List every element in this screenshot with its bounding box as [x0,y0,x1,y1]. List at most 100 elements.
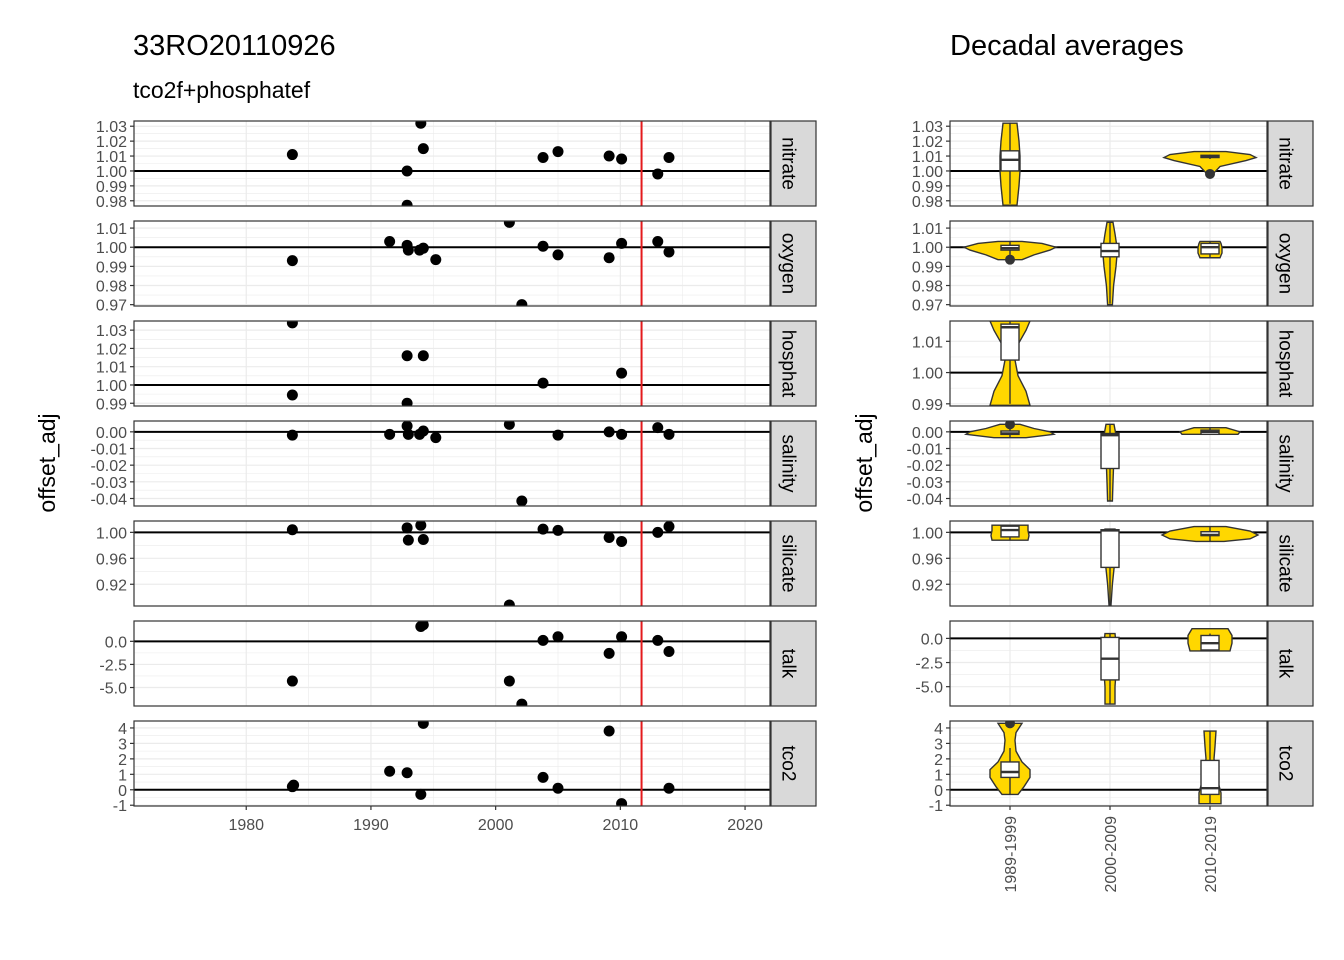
points-nitrate [286,121,675,206]
box-2010-2019 [1200,759,1220,796]
data-point [552,631,564,643]
data-point [616,367,628,379]
data-point [603,647,615,659]
y-tick-label: -0.01 [907,442,944,459]
data-point [663,521,675,533]
right-y-axis-label: offset_adj [851,413,877,512]
panel-border [133,120,771,207]
panel-border [133,620,771,707]
violins-oxygen [962,221,1223,306]
facet-strip-label-oxygen: oxygen [1274,233,1295,294]
facet-strip-label-oxygen: oxygen [777,233,798,294]
facet-strip-label-silicate: silicate [777,534,798,592]
violin-panel-oxygen: 0.97 0.98 0.99 1.00 1.01 oxygen [912,220,1314,315]
data-point [417,143,429,155]
chart-subtitle: tco2f+phosphatef [133,77,311,103]
data-point [616,631,628,643]
y-tick-label: 3 [118,736,127,753]
chart-title: 33RO20110926 [133,30,336,62]
data-point [537,152,549,164]
y-tick-label: 1.01 [912,221,943,238]
y-tick-label: -1 [929,798,943,815]
violins-nitrate [999,122,1258,206]
y-tick-label: 0.99 [912,259,943,276]
y-tick-label: 0.92 [96,577,127,594]
facet-strip-label-tco2: tco2 [777,746,798,782]
facet-strip-oxygen [770,220,817,307]
y-tick-label: 0.98 [96,194,127,211]
violins-talk [1100,628,1233,705]
y-tick-label: 1.00 [96,525,127,542]
category-label: 2000-2009 [1103,816,1120,893]
violin-panel-salinity: -0.04-0.03-0.02-0.010.00 salinity [907,420,1314,509]
y-tick-label: 1.00 [96,378,127,395]
y-tick-label: 0.96 [912,551,943,568]
data-point [663,645,675,657]
y-tick-label: 0.0 [921,631,943,648]
data-point [402,428,414,440]
facet-strip-label-salinity: salinity [1274,434,1295,493]
data-point [401,350,413,362]
points-silicate [286,521,675,606]
box-1989-1999 [1000,761,1020,779]
box-1989-1999 [1000,525,1020,538]
y-tick-label: -0.04 [907,492,944,509]
y-tick-label: -0.04 [91,492,128,509]
data-point [286,389,298,401]
panel-border [133,720,771,807]
data-point [663,152,675,164]
y-tick-label: -0.01 [91,442,128,459]
facet-strip-tco2 [770,720,817,807]
data-point [401,767,413,779]
data-point [516,299,528,306]
y-tick-label: 1 [934,767,943,784]
outlier-point [1005,254,1015,265]
data-point [402,244,414,256]
data-point [286,321,298,329]
y-tick-label: 1.02 [96,341,127,358]
data-point [537,240,549,252]
facet-panel-silicate: 0.92 0.96 1.00 silicate [96,520,817,607]
data-point [286,524,298,536]
facet-strip-phosphate [1267,320,1314,407]
data-point [384,428,396,440]
data-point [552,782,564,794]
data-point [616,153,628,165]
panel-border [133,320,771,407]
y-tick-label: 1.03 [96,119,127,136]
panel-border [133,220,771,307]
y-tick-label: 0.99 [912,397,943,414]
data-point [415,121,427,129]
y-tick-label: 0.0 [105,634,127,651]
y-tick-label: -0.03 [91,475,128,492]
data-point [516,698,528,706]
data-point [663,782,675,794]
y-tick-label: 1.01 [96,149,127,166]
y-tick-label: 1.00 [912,240,943,257]
facet-strip-talk [1267,620,1314,707]
data-point [402,534,414,546]
y-tick-label: 0.00 [912,425,943,442]
y-tick-label: 1.00 [96,240,127,257]
x-tick-label: 2010 [603,817,639,834]
y-tick-label: 1.03 [96,323,127,340]
data-point [286,149,298,161]
y-tick-label: 4 [934,721,943,738]
data-point [430,254,442,266]
data-point [663,428,675,440]
data-point [430,432,442,444]
data-point [503,675,515,687]
violin-panel-talk: -5.0 -2.5 0.0 talk [915,620,1314,707]
y-tick-label: 1.00 [912,164,943,181]
data-point [401,165,413,177]
points-tco2 [286,721,675,806]
data-point [286,675,298,687]
data-point [417,242,429,254]
y-tick-label: -5.0 [99,681,127,698]
facet-strip-silicate [770,520,817,607]
y-tick-label: 2 [118,752,127,769]
y-tick-label: 0.99 [912,179,943,196]
facet-panel-phosphate: 0.991.001.01 1.021.03 hosphat [96,320,817,413]
